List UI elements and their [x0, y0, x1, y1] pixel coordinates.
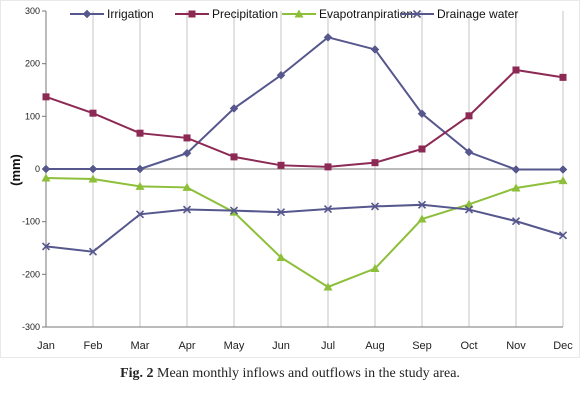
data-point-irrigation-apr	[182, 148, 192, 158]
y-tick-label: 100	[25, 111, 40, 121]
series-irrigation	[41, 32, 568, 174]
series-line-irrigation	[46, 36, 563, 171]
data-point-precipitation-apr	[183, 134, 191, 142]
legend-marker-evapotranpiration	[294, 9, 304, 18]
data-point-drainage-water-nov	[511, 217, 521, 226]
data-point-drainage-water-mar	[135, 210, 145, 219]
legend-marker-irrigation	[82, 9, 92, 19]
figure-caption: Fig. 2 Mean monthly inflows and outflows…	[0, 366, 580, 382]
data-point-precipitation-mar	[136, 129, 144, 137]
data-point-precipitation-dec	[559, 73, 567, 81]
legend-marker-drainage-water	[412, 9, 422, 19]
legend: Irrigation Precipitation Evapotranpiration…	[70, 7, 518, 21]
data-point-drainage-water-jun	[276, 208, 286, 217]
caption-label: Fig. 2	[120, 366, 154, 381]
data-point-drainage-water-aug	[370, 202, 380, 211]
data-point-evapotranpiration-sep	[417, 214, 427, 223]
data-point-irrigation-feb	[88, 164, 98, 174]
y-tick-label: 0	[35, 164, 40, 174]
data-point-evapotranpiration-aug	[370, 264, 380, 273]
data-point-irrigation-jul	[323, 32, 333, 42]
data-point-drainage-water-apr	[182, 205, 192, 214]
x-tick-label-jul: Jul	[321, 340, 335, 352]
x-tick-label-jun: Jun	[272, 340, 290, 352]
data-point-irrigation-dec	[558, 165, 568, 174]
x-tick-label-aug: Aug	[365, 340, 385, 352]
data-point-drainage-water-jul	[323, 204, 333, 214]
legend-label-irrigation: Irrigation	[107, 7, 154, 21]
data-point-drainage-water-oct	[464, 205, 474, 214]
series-precipitation	[42, 66, 567, 171]
x-tick-label-dec: Dec	[553, 340, 573, 352]
x-tick-label-feb: Feb	[84, 340, 103, 352]
x-tick-label-oct: Oct	[460, 340, 477, 352]
data-point-precipitation-feb	[89, 109, 97, 117]
legend-item-drainage-water: Drainage water	[400, 7, 518, 21]
data-point-evapotranpiration-mar	[135, 181, 145, 190]
series-drainage-water	[41, 200, 568, 256]
y-tick-label: -100	[22, 217, 40, 227]
series-line-drainage-water	[45, 203, 564, 253]
y-tick-label: 300	[25, 6, 40, 16]
legend-marker-precipitation	[188, 10, 196, 18]
data-point-irrigation-oct	[464, 147, 474, 157]
data-point-precipitation-aug	[371, 159, 379, 167]
data-point-evapotranpiration-feb	[88, 174, 98, 183]
data-point-evapotranpiration-apr	[182, 182, 192, 191]
data-point-evapotranpiration-oct	[464, 199, 474, 208]
caption-text: Mean monthly inflows and outflows in the…	[153, 366, 460, 381]
x-tick-label-sep: Sep	[412, 340, 432, 352]
y-axis-title: (mm)	[8, 154, 23, 186]
legend-item-precipitation: Precipitation	[175, 7, 278, 21]
legend-label-evapotranpiration: Evapotranpiration	[319, 7, 413, 21]
data-point-irrigation-jun	[276, 70, 286, 80]
x-tick-label-mar: Mar	[131, 340, 150, 352]
data-point-irrigation-aug	[370, 45, 380, 54]
data-point-evapotranpiration-jul	[323, 282, 333, 291]
data-point-irrigation-sep	[417, 109, 427, 119]
data-point-precipitation-may	[230, 153, 238, 161]
data-point-irrigation-nov	[511, 165, 521, 174]
x-tick-label-nov: Nov	[506, 340, 526, 352]
data-point-irrigation-mar	[135, 164, 145, 174]
series-lines	[41, 32, 568, 291]
data-point-evapotranpiration-dec	[558, 176, 568, 185]
line-chart: -300 -200 -100 0 100 200 300 Jan Feb Mar Apr May Jun…	[0, 0, 580, 358]
y-tick-label: 200	[25, 59, 40, 69]
data-point-precipitation-jan	[42, 93, 50, 101]
data-point-precipitation-nov	[512, 66, 520, 74]
series-line-evapotranpiration	[45, 176, 564, 289]
data-point-irrigation-may	[229, 104, 239, 113]
y-tick-label: -200	[22, 269, 40, 279]
data-point-precipitation-oct	[465, 112, 473, 120]
data-point-evapotranpiration-jun	[276, 252, 286, 261]
data-point-drainage-water-may	[229, 206, 239, 215]
legend-label-drainage-water: Drainage water	[437, 7, 518, 21]
series-line-precipitation	[45, 68, 564, 168]
legend-label-precipitation: Precipitation	[212, 7, 278, 21]
data-point-drainage-water-feb	[88, 247, 98, 256]
x-tick-label-may: May	[224, 340, 245, 352]
x-tick-label-jan: Jan	[37, 340, 55, 352]
data-point-precipitation-sep	[418, 145, 426, 153]
data-point-irrigation-jan	[41, 164, 51, 174]
legend-item-evapotranpiration: Evapotranpiration	[282, 7, 413, 21]
data-point-drainage-water-jan	[41, 242, 51, 251]
data-point-drainage-water-sep	[417, 200, 427, 209]
data-point-evapotranpiration-jan	[41, 173, 51, 182]
y-tick-label: -300	[22, 322, 40, 332]
data-point-evapotranpiration-nov	[511, 183, 521, 192]
data-point-drainage-water-dec	[558, 231, 568, 240]
legend-item-irrigation: Irrigation	[70, 7, 154, 21]
data-point-precipitation-jun	[277, 161, 285, 169]
x-tick-label-apr: Apr	[178, 340, 195, 352]
data-point-precipitation-jul	[324, 163, 332, 171]
